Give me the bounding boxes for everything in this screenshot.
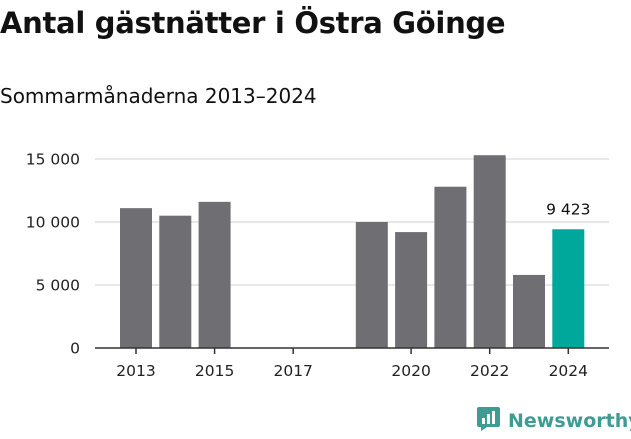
x-tick-label: 2015 bbox=[195, 362, 234, 380]
bar-2020 bbox=[395, 232, 428, 348]
chart-title: Antal gästnätter i Östra Göinge bbox=[0, 6, 506, 40]
bar-2021 bbox=[434, 186, 467, 348]
bar-2023 bbox=[513, 274, 545, 348]
x-tick-label: 2022 bbox=[470, 362, 509, 380]
newsworthy-brand: Newsworthy bbox=[476, 406, 631, 436]
x-tick-label: 2020 bbox=[391, 362, 430, 380]
y-tick-label: 5 000 bbox=[36, 277, 80, 295]
bar-2014 bbox=[159, 215, 192, 348]
bar-2024 bbox=[552, 229, 585, 348]
x-tick-label: 2024 bbox=[549, 362, 588, 380]
y-tick-label: 0 bbox=[70, 340, 80, 358]
bar-2019 bbox=[355, 222, 388, 348]
newsworthy-logo-icon bbox=[476, 406, 501, 436]
x-axis bbox=[95, 347, 609, 354]
bar-2015 bbox=[198, 201, 231, 348]
y-tick-label: 10 000 bbox=[26, 214, 80, 232]
chart-subtitle: Sommarmånaderna 2013–2024 bbox=[0, 84, 317, 108]
y-tick-label: 15 000 bbox=[26, 151, 80, 169]
bar-2013 bbox=[120, 208, 152, 348]
labels: 0 5 000 10 000 15 000 2013 2015 2017 2020 2022 20… bbox=[26, 151, 591, 381]
brand-name: Newsworthy bbox=[508, 410, 631, 432]
x-tick-label: 2017 bbox=[273, 362, 312, 380]
bar-2022 bbox=[473, 155, 506, 348]
data-label: 9 423 bbox=[546, 200, 590, 218]
bars bbox=[120, 155, 585, 348]
x-tick-label: 2013 bbox=[116, 362, 155, 380]
